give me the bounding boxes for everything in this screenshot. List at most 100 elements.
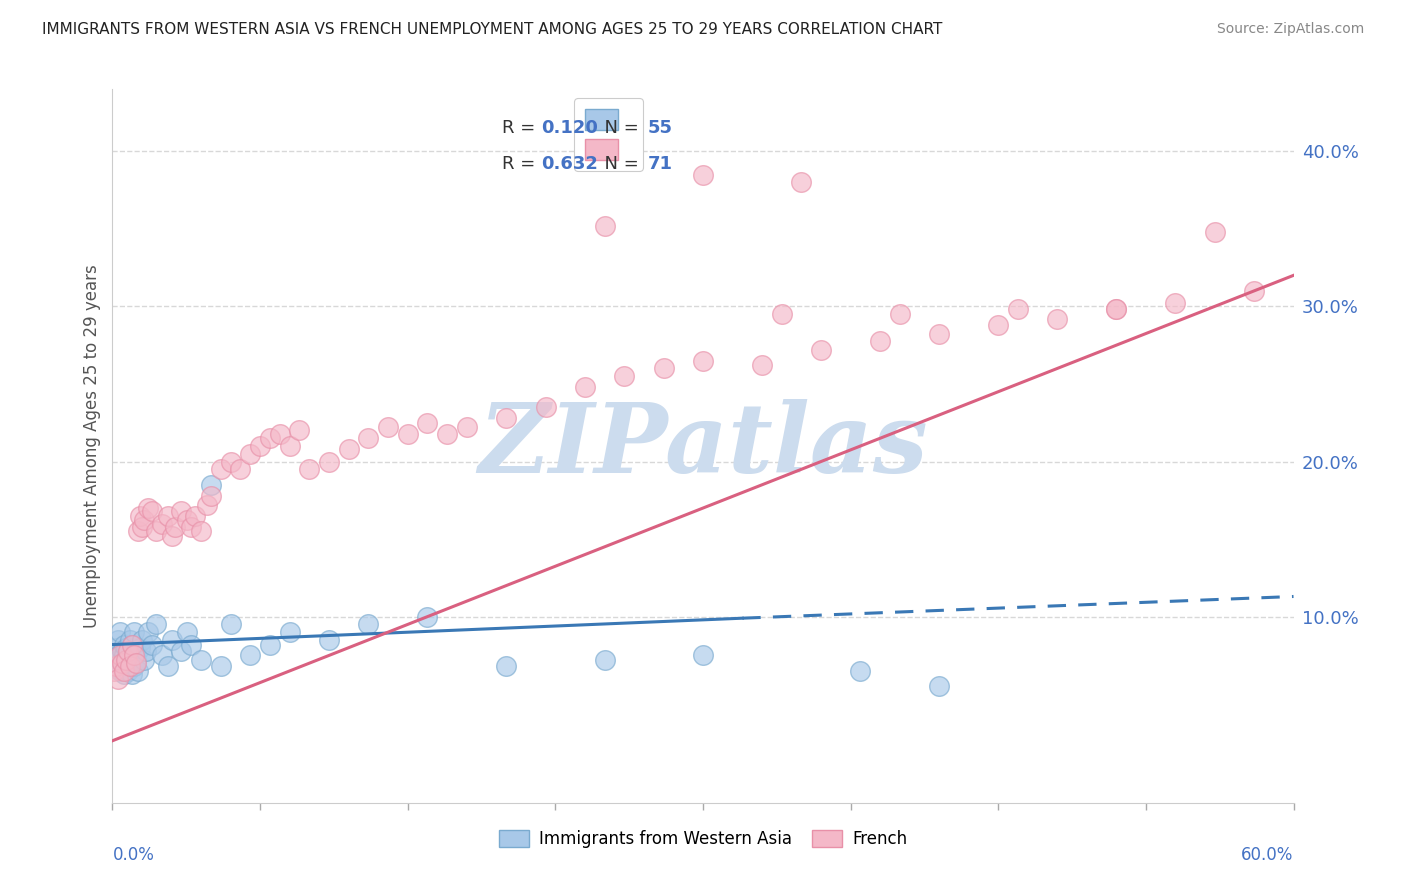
- Point: [209, 659, 232, 673]
- Text: R =: R =: [502, 120, 541, 137]
- Point: [170, 644, 193, 658]
- Point: [120, 632, 142, 647]
- Point: [1105, 302, 1128, 317]
- Point: [115, 640, 138, 655]
- Text: IMMIGRANTS FROM WESTERN ASIA VS FRENCH UNEMPLOYMENT AMONG AGES 25 TO 29 YEARS CO: IMMIGRANTS FROM WESTERN ASIA VS FRENCH U…: [42, 22, 942, 37]
- Point: [889, 307, 911, 321]
- Point: [574, 380, 596, 394]
- Point: [456, 420, 478, 434]
- Point: [150, 516, 173, 531]
- Point: [141, 504, 163, 518]
- Point: [613, 369, 636, 384]
- Point: [298, 462, 321, 476]
- Point: [190, 524, 212, 539]
- Text: Source: ZipAtlas.com: Source: ZipAtlas.com: [1216, 22, 1364, 37]
- Point: [249, 439, 271, 453]
- Point: [219, 454, 242, 468]
- Point: [121, 638, 143, 652]
- Point: [209, 462, 232, 476]
- Point: [111, 656, 134, 670]
- Text: N =: N =: [593, 120, 645, 137]
- Point: [112, 664, 135, 678]
- Point: [810, 343, 832, 357]
- Point: [117, 664, 139, 678]
- Point: [849, 664, 872, 678]
- Point: [1105, 302, 1128, 317]
- Point: [259, 431, 281, 445]
- Point: [180, 519, 202, 533]
- Point: [110, 648, 132, 663]
- Text: 0.120: 0.120: [541, 120, 598, 137]
- Point: [195, 498, 218, 512]
- Point: [117, 644, 139, 658]
- Point: [129, 508, 152, 523]
- Point: [156, 659, 179, 673]
- Text: R =: R =: [502, 155, 541, 173]
- Point: [103, 648, 125, 663]
- Point: [288, 424, 311, 438]
- Point: [107, 672, 129, 686]
- Point: [105, 640, 128, 655]
- Point: [125, 644, 148, 658]
- Point: [165, 519, 187, 533]
- Point: [416, 609, 439, 624]
- Point: [176, 513, 198, 527]
- Text: ZIPatlas: ZIPatlas: [478, 399, 928, 493]
- Point: [1204, 225, 1226, 239]
- Point: [416, 416, 439, 430]
- Point: [396, 426, 419, 441]
- Point: [357, 617, 380, 632]
- Point: [337, 442, 360, 456]
- Point: [132, 513, 155, 527]
- Point: [495, 659, 517, 673]
- Point: [652, 361, 675, 376]
- Point: [180, 638, 202, 652]
- Point: [357, 431, 380, 445]
- Point: [131, 632, 153, 647]
- Point: [593, 219, 616, 233]
- Point: [115, 653, 138, 667]
- Point: [751, 359, 773, 373]
- Point: [239, 648, 262, 663]
- Point: [122, 648, 145, 663]
- Point: [770, 307, 793, 321]
- Point: [239, 447, 262, 461]
- Text: 0.632: 0.632: [541, 155, 598, 173]
- Point: [132, 653, 155, 667]
- Point: [107, 632, 129, 647]
- Point: [120, 656, 142, 670]
- Y-axis label: Unemployment Among Ages 25 to 29 years: Unemployment Among Ages 25 to 29 years: [83, 264, 101, 628]
- Point: [121, 648, 143, 663]
- Point: [184, 508, 207, 523]
- Point: [156, 508, 179, 523]
- Point: [176, 625, 198, 640]
- Legend: Immigrants from Western Asia, French: Immigrants from Western Asia, French: [492, 823, 914, 855]
- Point: [1164, 296, 1187, 310]
- Point: [200, 489, 222, 503]
- Point: [987, 318, 1010, 332]
- Point: [112, 648, 135, 663]
- Point: [127, 664, 149, 678]
- Point: [120, 659, 142, 673]
- Point: [145, 617, 167, 632]
- Point: [125, 653, 148, 667]
- Point: [160, 632, 183, 647]
- Point: [111, 644, 134, 658]
- Point: [278, 625, 301, 640]
- Point: [122, 659, 145, 673]
- Point: [278, 439, 301, 453]
- Point: [115, 653, 138, 667]
- Point: [1046, 311, 1069, 326]
- Point: [150, 648, 173, 663]
- Point: [110, 664, 132, 678]
- Point: [495, 411, 517, 425]
- Text: 55: 55: [648, 120, 672, 137]
- Point: [115, 659, 138, 673]
- Text: N =: N =: [593, 155, 645, 173]
- Point: [107, 653, 129, 667]
- Point: [200, 477, 222, 491]
- Point: [190, 653, 212, 667]
- Point: [692, 353, 714, 368]
- Point: [692, 168, 714, 182]
- Text: 60.0%: 60.0%: [1241, 847, 1294, 864]
